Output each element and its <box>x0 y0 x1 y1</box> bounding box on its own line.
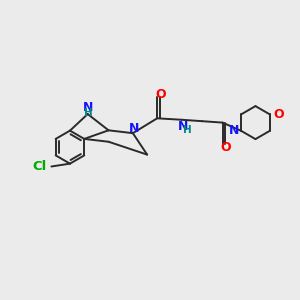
Text: N: N <box>129 122 140 134</box>
Text: O: O <box>221 141 231 154</box>
Text: H: H <box>84 108 93 118</box>
Text: N: N <box>230 124 240 137</box>
Text: O: O <box>155 88 166 100</box>
Text: N: N <box>83 101 94 114</box>
Text: Cl: Cl <box>33 160 47 173</box>
Text: H: H <box>183 125 192 135</box>
Text: N: N <box>178 119 188 133</box>
Text: O: O <box>273 108 284 121</box>
